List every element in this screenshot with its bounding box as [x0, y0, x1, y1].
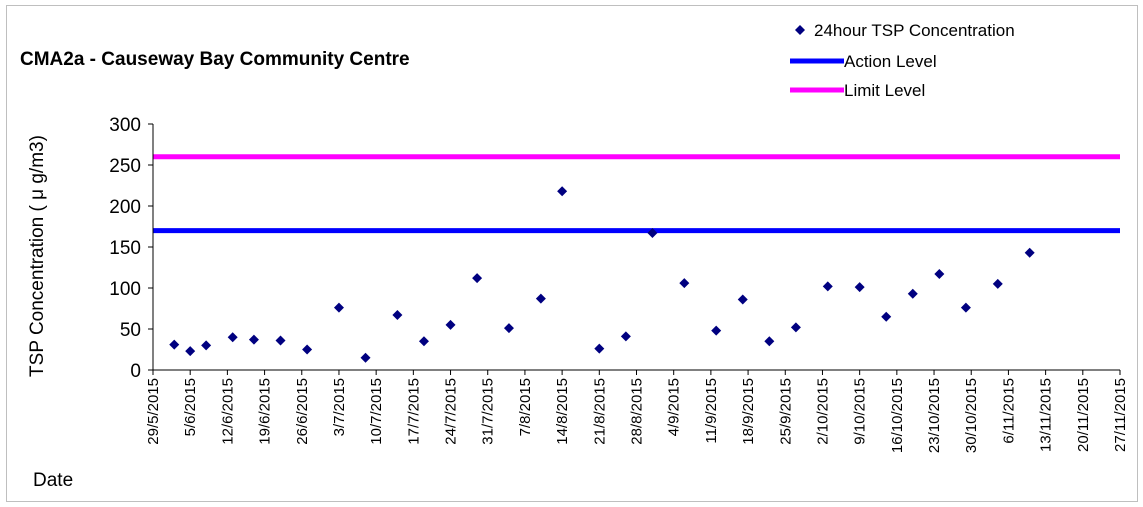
data-point	[557, 186, 568, 197]
data-point	[360, 352, 371, 363]
data-point	[881, 311, 892, 322]
x-tick-label: 2/10/2015	[814, 378, 831, 445]
x-tick-label: 24/7/2015	[443, 378, 460, 445]
data-point	[737, 294, 748, 305]
data-point	[854, 282, 865, 293]
x-tick-label: 25/9/2015	[777, 378, 794, 445]
x-axis-label: Date	[33, 470, 74, 491]
data-point	[392, 310, 403, 321]
data-point	[992, 278, 1003, 289]
data-point	[201, 340, 212, 351]
x-tick-label: 9/10/2015	[852, 378, 869, 445]
x-tick-label: 23/10/2015	[926, 378, 943, 453]
x-tick-label: 28/8/2015	[629, 378, 646, 445]
legend-label-action-level: Action Level	[844, 52, 937, 71]
data-point	[503, 323, 514, 334]
data-point	[907, 288, 918, 299]
x-tick-label: 4/9/2015	[666, 378, 683, 436]
y-tick-label: 250	[109, 156, 141, 177]
x-tick-label: 26/6/2015	[294, 378, 311, 445]
data-point	[711, 325, 722, 336]
x-tick-label: 3/7/2015	[331, 378, 348, 436]
data-point	[535, 293, 546, 304]
y-tick-label: 100	[109, 279, 141, 300]
data-point	[169, 339, 180, 350]
data-point	[302, 344, 313, 355]
data-point	[647, 228, 658, 239]
chart-frame	[6, 5, 1138, 502]
x-tick-label: 14/8/2015	[554, 378, 571, 445]
x-tick-label: 6/11/2015	[1000, 378, 1017, 444]
data-point	[333, 302, 344, 313]
data-point	[764, 336, 775, 347]
legend-marker-tsp	[795, 25, 805, 35]
data-point	[822, 281, 833, 292]
y-tick-label: 0	[130, 361, 141, 382]
y-tick-label: 50	[120, 320, 141, 341]
x-tick-label: 10/7/2015	[368, 378, 385, 445]
data-point	[1024, 247, 1035, 258]
chart-title: CMA2a - Causeway Bay Community Centre	[20, 49, 410, 70]
data-point	[248, 334, 259, 345]
x-tick-label: 12/6/2015	[219, 378, 236, 445]
x-tick-label: 18/9/2015	[740, 378, 757, 445]
data-point	[934, 269, 945, 280]
legend: 24hour TSP Concentration Action Level Limi…	[790, 21, 1015, 100]
legend-label-tsp: 24hour TSP Concentration	[814, 21, 1015, 40]
y-tick-label: 300	[109, 115, 141, 136]
x-tick-label: 11/9/2015	[703, 378, 720, 444]
data-point	[594, 343, 605, 354]
x-tick-label: 29/5/2015	[145, 378, 162, 445]
x-tick-label: 30/10/2015	[963, 378, 980, 453]
data-point	[227, 332, 238, 343]
x-tick-label: 17/7/2015	[405, 378, 422, 445]
x-tick-label: 21/8/2015	[591, 378, 608, 445]
x-tick-label: 31/7/2015	[480, 378, 497, 445]
data-point	[790, 322, 801, 333]
x-tick-label: 13/11/2015	[1038, 378, 1055, 452]
legend-label-limit-level: Limit Level	[844, 81, 925, 100]
x-tick-label: 5/6/2015	[182, 378, 199, 436]
y-tick-label: 200	[109, 197, 141, 218]
x-tick-label: 16/10/2015	[889, 378, 906, 453]
threshold-lines	[153, 154, 1120, 234]
y-tick-label: 150	[109, 238, 141, 259]
data-point	[185, 346, 196, 357]
data-point	[620, 331, 631, 342]
data-point	[445, 319, 456, 330]
data-point	[679, 278, 690, 289]
data-point	[472, 273, 483, 284]
x-tick-label: 19/6/2015	[257, 378, 274, 445]
data-point	[960, 302, 971, 313]
x-tick-label: 7/8/2015	[517, 378, 534, 436]
x-tick-label: 27/11/2015	[1112, 378, 1129, 452]
x-tick-label: 20/11/2015	[1075, 378, 1092, 452]
axes: 0 50 100 150 200 250 300 29/5/2015 5/6/2015 12/6/…	[109, 115, 1129, 453]
data-points	[169, 186, 1035, 363]
data-point	[418, 336, 429, 347]
data-point	[275, 335, 286, 346]
